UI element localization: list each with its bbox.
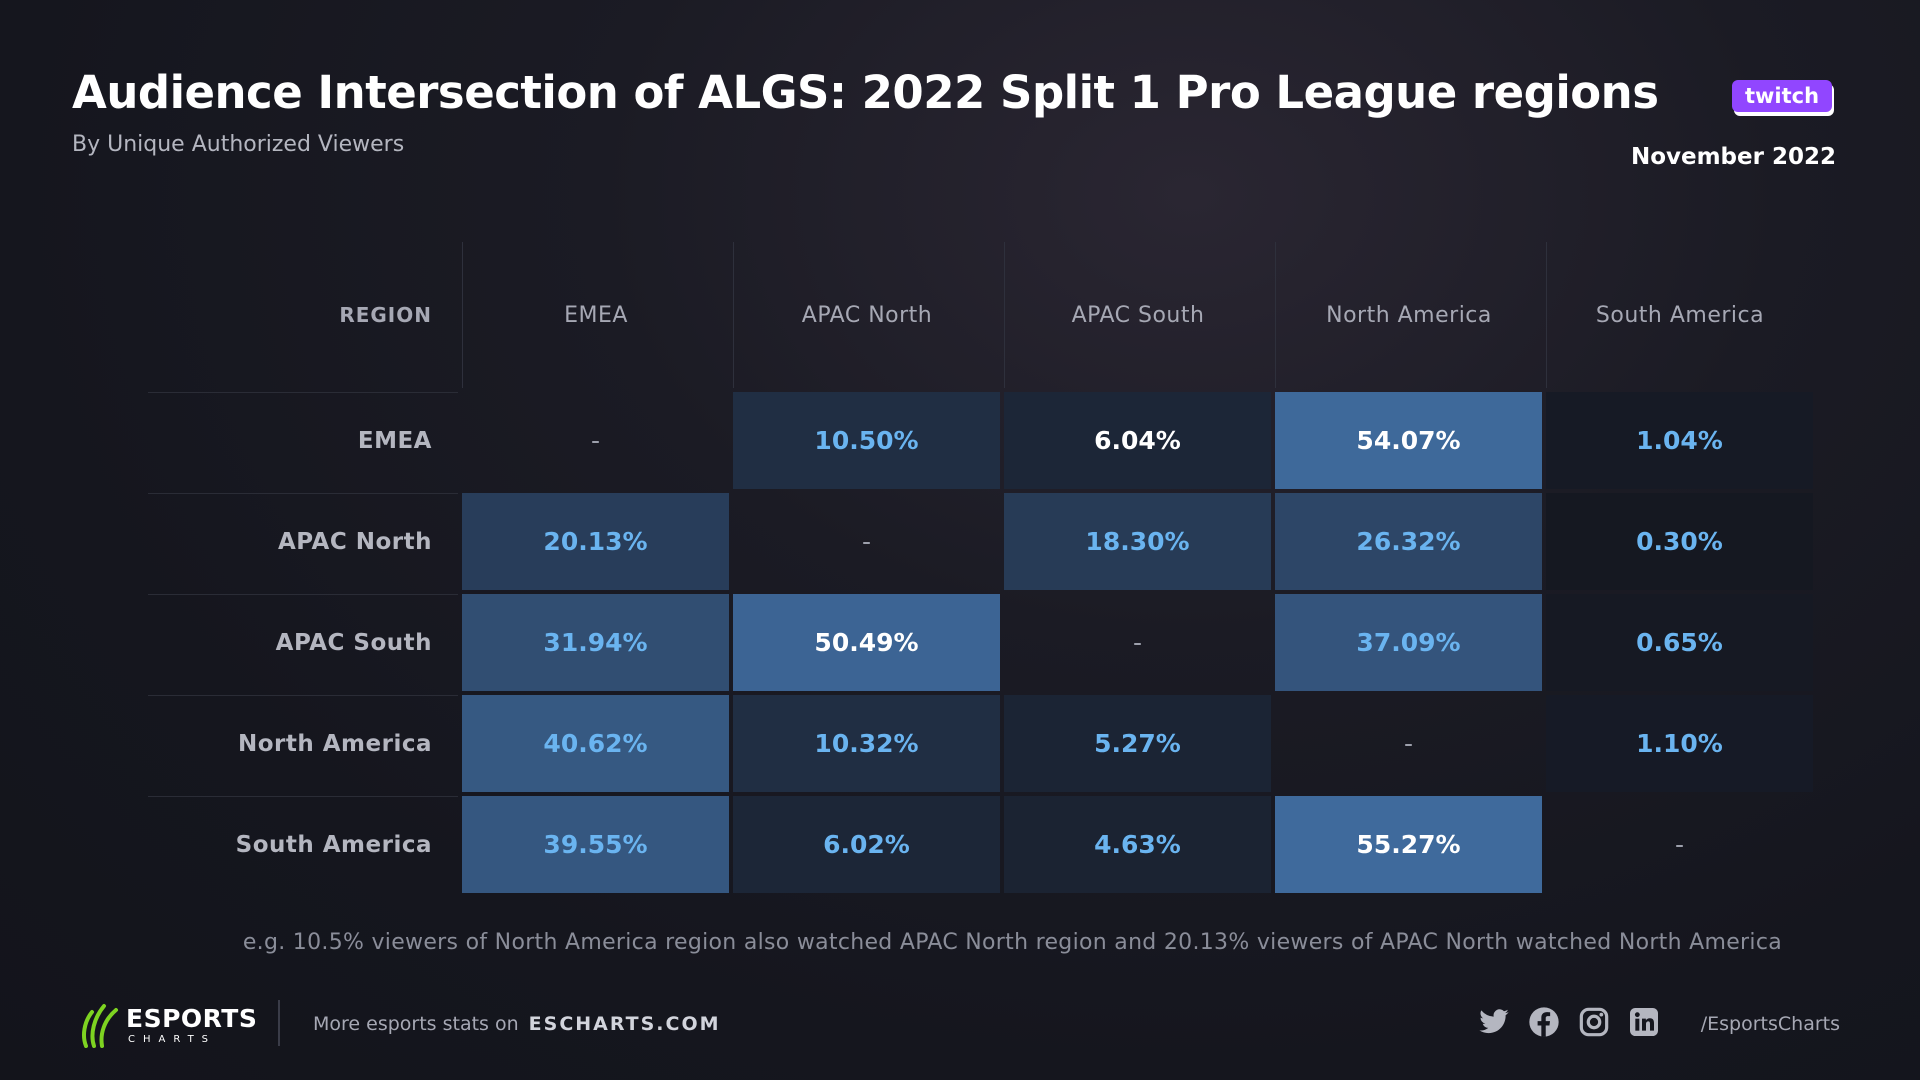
column-header-apac-north: APAC North [733,242,1000,388]
footer-divider [278,1000,280,1046]
row-header-emea: EMEA [148,392,458,489]
heatmap-cell: 10.32% [733,695,1000,792]
heatmap-cell: 6.02% [733,796,1000,893]
heatmap-cell: 31.94% [462,594,729,691]
footer-site-link[interactable]: ESCHARTS.COM [528,1013,721,1035]
heatmap-cell: 1.04% [1546,392,1813,489]
heatmap-cell: - [1403,729,1414,758]
heatmap-cell: 0.30% [1546,493,1813,590]
heatmap-cell: - [590,426,601,455]
twitter-icon[interactable] [1478,1006,1510,1038]
heatmap-cell: 4.63% [1004,796,1271,893]
heatmap-cell: - [1132,628,1143,657]
matrix-header-row: REGION EMEA APAC North APAC South North … [148,242,1813,388]
matrix-row-north-america: North America 40.62% 10.32% 5.27% - 1.10… [148,695,1813,792]
heatmap-cell: 5.27% [1004,695,1271,792]
report-date: November 2022 [1630,144,1836,170]
heatmap-cell: 40.62% [462,695,729,792]
intersection-matrix: REGION EMEA APAC North APAC South North … [144,238,1817,897]
matrix-row-emea: EMEA - 10.50% 6.04% 54.07% 1.04% [148,392,1813,489]
facebook-icon[interactable] [1528,1006,1560,1038]
region-corner-label: REGION [339,303,432,327]
esports-charts-leaf-icon [82,1004,118,1048]
heatmap-cell: - [861,527,872,556]
twitch-logo-icon: twitch [1732,80,1834,116]
heatmap-cell: 37.09% [1275,594,1542,691]
row-header-south-america: South America [148,796,458,893]
matrix-row-apac-north: APAC North 20.13% - 18.30% 26.32% 0.30% [148,493,1813,590]
row-header-apac-north: APAC North [148,493,458,590]
heatmap-cell: 1.10% [1546,695,1813,792]
row-header-apac-south: APAC South [148,594,458,691]
footer-more-text: More esports stats on [313,1013,519,1035]
column-header-south-america: South America [1546,242,1813,388]
instagram-icon[interactable] [1578,1006,1610,1038]
twitch-logo-text: twitch [1745,84,1819,108]
heatmap-cell: 50.49% [733,594,1000,691]
heatmap-cell: 18.30% [1004,493,1271,590]
esports-charts-logo[interactable]: ESPORTS CHARTS [80,1000,258,1048]
heatmap-cell: 0.65% [1546,594,1813,691]
heatmap-cell: 54.07% [1275,392,1542,489]
social-handle[interactable]: /EsportsCharts [1700,1013,1840,1035]
row-header-north-america: North America [148,695,458,792]
heatmap-cell: 55.27% [1275,796,1542,893]
heatmap-cell: 20.13% [462,493,729,590]
matrix-row-apac-south: APAC South 31.94% 50.49% - 37.09% 0.65% [148,594,1813,691]
heatmap-cell: 6.04% [1004,392,1271,489]
chart-title: Audience Intersection of ALGS: 2022 Spli… [72,66,1659,119]
chart-subtitle: By Unique Authorized Viewers [72,132,405,157]
column-header-north-america: North America [1275,242,1542,388]
heatmap-cell: 10.50% [733,392,1000,489]
brand-subtitle: CHARTS [128,1034,217,1045]
heatmap-cell: 39.55% [462,796,729,893]
brand-name: ESPORTS [126,1004,258,1033]
matrix-row-south-america: South America 39.55% 6.02% 4.63% 55.27% … [148,796,1813,893]
column-header-apac-south: APAC South [1004,242,1271,388]
example-footnote: e.g. 10.5% viewers of North America regi… [242,930,1782,955]
linkedin-icon[interactable] [1628,1006,1660,1038]
footer-more-stats: More esports stats on ESCHARTS.COM [313,1013,721,1035]
heatmap-cell: 26.32% [1275,493,1542,590]
heatmap-cell: - [1674,830,1685,859]
column-header-emea: EMEA [462,242,729,388]
